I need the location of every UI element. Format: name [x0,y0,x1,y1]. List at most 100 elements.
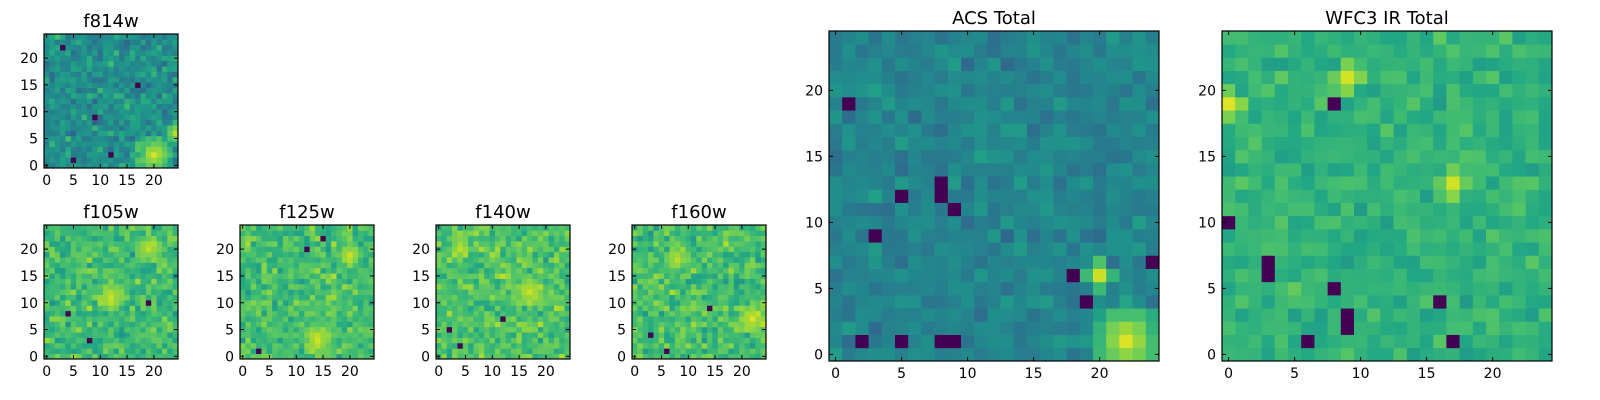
heatmap-cell [733,283,740,290]
heatmap-cell [685,310,692,317]
heatmap-cell [145,332,152,338]
heatmap-cell [521,348,528,354]
heatmap-cell [86,92,93,99]
heatmap-cell [516,342,523,349]
heatmap-cell [755,326,761,333]
heatmap-cell [325,305,332,312]
heatmap-cell [135,337,141,344]
heatmap-cell [1538,136,1553,151]
heatmap-cell [272,353,278,360]
heatmap-cell [49,225,56,231]
heatmap-cell [1538,97,1553,111]
heatmap-cell [653,257,660,263]
heatmap-cell [855,229,869,243]
heatmap-cell [86,141,93,147]
heatmap-cell [140,92,147,99]
heatmap-cell [108,44,115,51]
heatmap-cell [309,348,316,354]
heatmap-cell [70,310,77,317]
heatmap-cell [532,326,539,333]
heatmap-cell [1053,255,1067,269]
heatmap-cell [701,278,708,285]
heatmap-cell [707,332,713,338]
heatmap-cell [97,310,104,317]
heatmap-cell [49,125,56,131]
heatmap-cell [1106,83,1120,98]
heatmap-cell [151,273,157,279]
heatmap-cell [76,44,82,51]
heatmap-cell [532,262,539,269]
heatmap-cell [151,316,157,322]
heatmap-cell [124,230,131,237]
heatmap-cell [1420,70,1434,85]
heatmap-cell [266,241,273,247]
heatmap-cell [44,71,50,78]
heatmap-cell [1406,242,1421,256]
heatmap-cell [70,60,77,67]
heatmap-cell [728,246,735,253]
heatmap-cell [1235,189,1249,203]
heatmap-cell [553,246,560,253]
heatmap-cell [1079,57,1094,71]
heatmap-cell [282,321,289,328]
heatmap-cell [92,262,98,269]
heatmap-cell [81,305,88,312]
heatmap-cell [49,141,56,147]
heatmap-cell [49,55,56,62]
heatmap-cell [1406,70,1421,85]
heatmap-cell [1367,83,1381,98]
heatmap-cell [441,246,448,253]
heatmap-cell [1393,97,1408,111]
heatmap-cell [1499,202,1513,217]
heatmap-cell [500,246,507,253]
heatmap-cell [44,251,50,258]
heatmap-cell [1288,70,1302,85]
heatmap-cell [1145,242,1160,256]
heatmap-cell [119,125,125,131]
heatmap-cell [293,294,300,301]
heatmap-cell [473,262,480,269]
heatmap-cell [527,225,533,231]
heatmap-cell [1027,83,1041,98]
heatmap-cell [341,305,348,312]
heatmap-cell [760,342,767,349]
heatmap-cell [1406,57,1421,71]
heatmap-cell [881,308,896,322]
heatmap-cell [161,289,168,296]
heatmap-cell [484,300,490,306]
heatmap-cell [457,316,464,322]
heatmap-cell [172,289,179,296]
heatmap-cell [119,71,125,78]
heatmap-cell [60,71,66,78]
heatmap-cell [1106,347,1120,362]
heatmap-cell [478,230,485,237]
heatmap-cell [363,283,369,290]
heatmap-cell [441,353,448,360]
heatmap-cell [102,66,109,72]
heatmap-cell [119,87,125,94]
heatmap-cell [293,310,300,317]
heatmap-cell [70,305,77,312]
heatmap-cell [961,149,975,164]
heatmap-cell [1235,321,1249,335]
heatmap-cell [161,348,168,354]
heatmap-cell [357,326,364,333]
heatmap-cell [320,283,327,290]
heatmap-cell [1119,347,1133,362]
heatmap-cell [167,326,173,333]
heatmap-cell [250,342,257,349]
heatmap-cell [172,278,179,285]
heatmap-cell [842,242,856,256]
heatmap-cell [489,321,496,328]
heatmap-cell [564,230,571,237]
heatmap-cell [1525,83,1540,98]
heatmap-cell [961,321,975,335]
heatmap-cell [54,257,61,263]
heatmap-cell [145,50,152,56]
heatmap-cell [272,326,278,333]
heatmap-cell [1106,31,1120,45]
heatmap-cell [452,321,458,328]
heatmap-cell [1066,57,1081,71]
heatmap-cell [81,66,88,72]
heatmap-cell [478,225,485,231]
